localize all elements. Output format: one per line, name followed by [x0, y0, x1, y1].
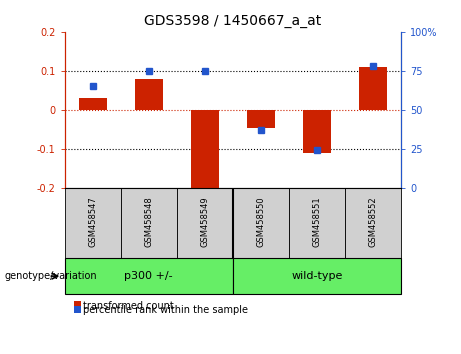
Text: GSM458549: GSM458549: [200, 196, 209, 247]
Bar: [177, 188, 233, 258]
Bar: [233, 188, 289, 258]
Bar: [74, 301, 81, 308]
Bar: [65, 258, 233, 294]
Text: wild-type: wild-type: [291, 271, 343, 281]
Bar: [135, 79, 163, 110]
Text: transformed count: transformed count: [83, 301, 174, 310]
Text: GSM458551: GSM458551: [313, 196, 321, 247]
Bar: [191, 110, 219, 192]
Bar: [247, 110, 275, 129]
Text: GSM458547: GSM458547: [88, 196, 97, 247]
Bar: [359, 67, 387, 110]
Bar: [74, 306, 81, 313]
Bar: [65, 188, 121, 258]
Bar: [78, 98, 106, 110]
Text: p300 +/-: p300 +/-: [124, 271, 173, 281]
Bar: [289, 188, 345, 258]
Bar: [233, 258, 401, 294]
Title: GDS3598 / 1450667_a_at: GDS3598 / 1450667_a_at: [144, 14, 321, 28]
Text: GSM458550: GSM458550: [256, 196, 266, 247]
Text: GSM458552: GSM458552: [368, 196, 378, 247]
Bar: [303, 110, 331, 153]
Text: genotype/variation: genotype/variation: [5, 271, 97, 281]
Bar: [121, 188, 177, 258]
Text: percentile rank within the sample: percentile rank within the sample: [83, 305, 248, 315]
Bar: [345, 188, 401, 258]
Text: GSM458548: GSM458548: [144, 196, 153, 247]
